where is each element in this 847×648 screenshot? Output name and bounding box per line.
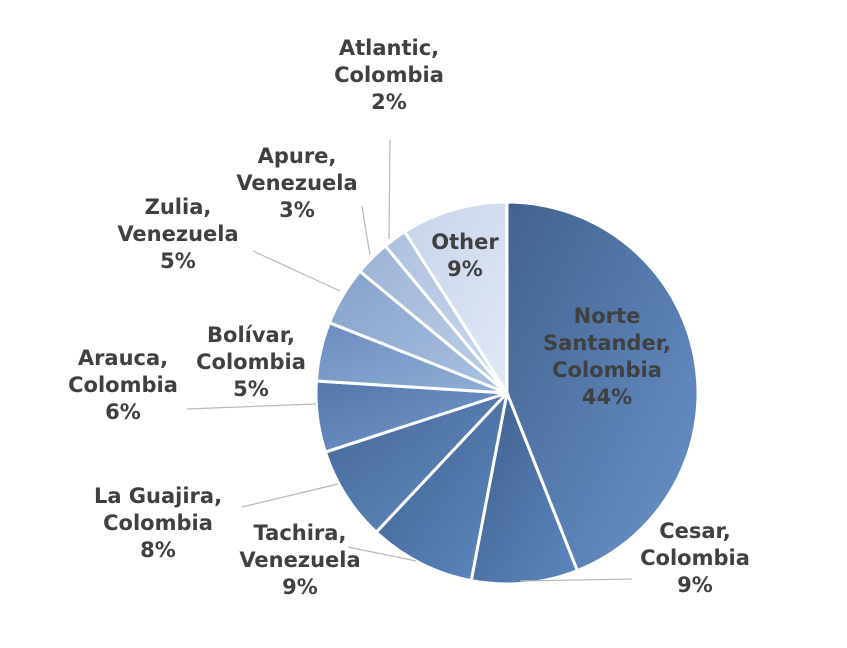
slice-category-label: Colombia: [640, 546, 750, 570]
slice-category-label: Zulia,: [145, 195, 212, 219]
slice-category-label: Colombia: [552, 358, 662, 382]
slice-value-label: 2%: [371, 90, 407, 114]
leader-line-tachira-venezuela: [347, 546, 417, 562]
slice-category-label: Bolívar,: [207, 323, 295, 347]
slice-labels: Norte Santander, Colombia 44% Cesar, Colombia…: [68, 36, 750, 599]
slice-value-label: 5%: [160, 249, 196, 273]
slice-label-apure-venezuela: Apure, Venezuela 3%: [236, 144, 357, 222]
slice-label-arauca-colombia: Arauca, Colombia 6%: [68, 346, 178, 424]
slice-category-label: Tachira,: [254, 521, 347, 545]
slice-label-zulia-venezuela: Zulia, Venezuela 5%: [117, 195, 238, 273]
slice-category-label: Colombia: [103, 511, 213, 535]
slice-category-label: Venezuela: [117, 222, 238, 246]
pie-slice-tachira-venezuela: [374, 391, 509, 583]
leader-line-la-guajira-colombia: [241, 483, 339, 508]
slice-label-la-guajira-colombia: La Guajira, Colombia 8%: [94, 484, 222, 562]
slice-value-label: 9%: [282, 575, 318, 599]
slice-value-label: 44%: [582, 385, 632, 409]
slice-category-label: Santander,: [543, 331, 671, 355]
slice-label-atlantic-colombia: Atlantic, Colombia 2%: [334, 36, 444, 114]
slice-category-label: Cesar,: [659, 519, 731, 543]
slice-label-cesar-colombia: Cesar, Colombia 9%: [640, 519, 750, 597]
slice-category-label: Norte: [574, 304, 641, 328]
leader-line-cesar-colombia: [519, 578, 633, 582]
slice-value-label: 6%: [105, 400, 141, 424]
slice-value-label: 5%: [233, 377, 269, 401]
slice-category-label: Venezuela: [236, 171, 357, 195]
leader-line-apure-venezuela: [361, 205, 371, 256]
slice-category-label: Colombia: [196, 350, 306, 374]
slice-label-tachira-venezuela: Tachira, Venezuela 9%: [239, 521, 360, 599]
slice-value-label: 9%: [447, 257, 483, 281]
pie-slices: [314, 200, 700, 586]
slice-category-label: Arauca,: [78, 346, 168, 370]
slice-label-norte-santander-colombia: Norte Santander, Colombia 44%: [543, 304, 671, 409]
leader-line-atlantic-colombia: [388, 139, 391, 240]
slice-value-label: 3%: [279, 198, 315, 222]
pie-slice-other: [403, 200, 509, 395]
slice-value-label: 8%: [140, 538, 176, 562]
pie-slice-norte-santander-colombia: [505, 200, 700, 573]
slice-label-bol-var-colombia: Bolívar, Colombia 5%: [196, 323, 306, 401]
slice-category-label: Other: [431, 230, 499, 254]
pie-slice-cesar-colombia: [469, 391, 579, 586]
leader-lines: [186, 139, 633, 582]
pie-slice-la-guajira-colombia: [323, 391, 509, 534]
slice-label-other: Other 9%: [431, 230, 499, 281]
slice-category-label: Atlantic,: [339, 36, 439, 60]
slice-category-label: Colombia: [334, 63, 444, 87]
leader-line-arauca-colombia: [186, 403, 317, 410]
slice-value-label: 9%: [677, 573, 713, 597]
slice-category-label: Venezuela: [239, 548, 360, 572]
leader-line-zulia-venezuela: [252, 250, 341, 292]
slice-category-label: La Guajira,: [94, 484, 222, 508]
slice-category-label: Colombia: [68, 373, 178, 397]
slice-category-label: Apure,: [258, 144, 337, 168]
